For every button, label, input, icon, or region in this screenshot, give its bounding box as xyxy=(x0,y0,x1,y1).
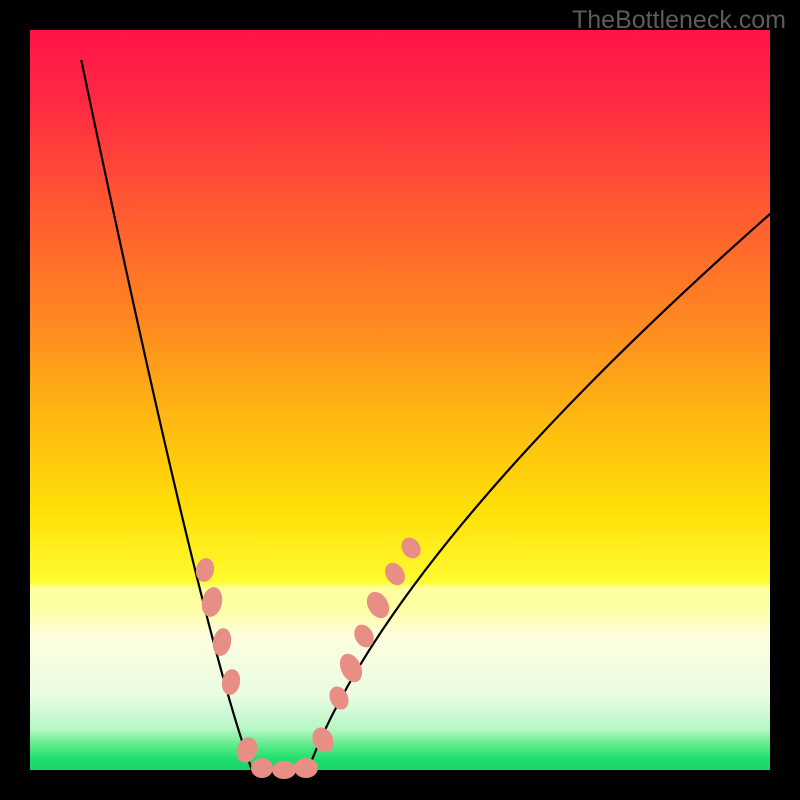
bead-marker xyxy=(294,758,318,778)
chart-svg xyxy=(0,0,800,800)
chart-root: TheBottleneck.com xyxy=(0,0,800,800)
plot-background xyxy=(30,30,770,770)
bead-marker xyxy=(272,761,296,779)
watermark-text: TheBottleneck.com xyxy=(572,6,786,35)
bead-marker xyxy=(251,758,273,778)
